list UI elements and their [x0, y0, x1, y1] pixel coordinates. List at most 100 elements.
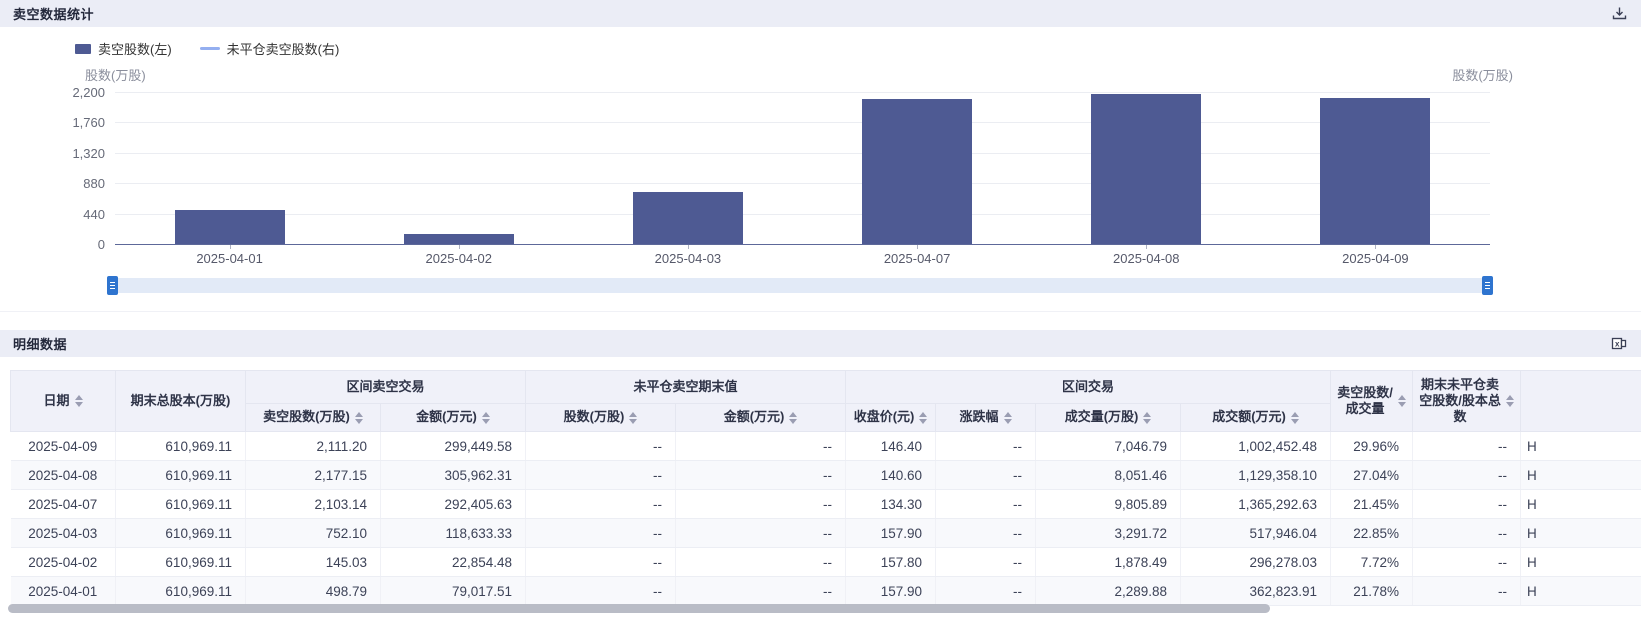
table-cell: --: [675, 431, 847, 461]
table-cell: --: [675, 518, 847, 548]
table-cell: 1,878.49: [1035, 547, 1182, 577]
column-header: 期末总股本(万股): [115, 370, 246, 432]
table-cell: 21.78%: [1330, 576, 1414, 606]
table-panel-header: 明细数据 x: [0, 330, 1641, 357]
y-axis-tick-label: 880: [83, 176, 105, 192]
column-header[interactable]: 卖空股数(万股): [245, 403, 381, 432]
x-axis-tick: [1146, 245, 1148, 249]
left-axis-title: 股数(万股): [85, 68, 146, 83]
table-row[interactable]: 2025-04-07 610,969.11 2,103.14 292,405.63 --…: [10, 489, 1641, 519]
table-cell: 610,969.11: [115, 547, 246, 577]
table-cell: 1,129,358.10: [1180, 460, 1332, 490]
sort-icon[interactable]: [481, 411, 490, 424]
table-cell: 157.90: [845, 576, 937, 606]
column-header[interactable]: 金额(万元): [379, 403, 527, 432]
sort-icon[interactable]: [789, 411, 798, 424]
grip-icon: [1485, 285, 1490, 286]
table-cell: 362,823.91: [1180, 576, 1332, 606]
legend-item-open-short-shares[interactable]: 未平仓卖空股数(右): [199, 39, 340, 58]
table-cell: 2025-04-07: [10, 489, 116, 519]
column-header[interactable]: 卖空股数/成交量: [1330, 370, 1414, 432]
table-cell: 2025-04-03: [10, 518, 116, 548]
bar-2025-04-03[interactable]: [632, 192, 743, 244]
legend-label-open-short-shares: 未平仓卖空股数(右): [226, 42, 340, 57]
legend-label-short-shares: 卖空股数(左): [98, 42, 172, 57]
grip-icon: [110, 285, 115, 286]
bar-series-swatch: [75, 43, 91, 54]
datazoom-slider[interactable]: [107, 276, 1493, 295]
horizontal-scrollbar-thumb[interactable]: [8, 604, 1270, 613]
legend-item-short-shares[interactable]: 卖空股数(左): [75, 39, 172, 58]
table-cell: 118,633.33: [380, 518, 527, 548]
x-axis-label: 2025-04-02: [425, 251, 493, 266]
sort-icon[interactable]: [354, 411, 363, 424]
x-axis-label: 2025-04-08: [1113, 251, 1180, 266]
table-cell: H: [1520, 460, 1641, 490]
column-header: 区间交易: [845, 370, 1332, 404]
column-header[interactable]: 金额(万元): [675, 403, 847, 432]
table-cell: 22,854.48: [380, 547, 527, 577]
column-header[interactable]: 期末未平仓卖空股数/股本总数: [1412, 370, 1522, 432]
column-header[interactable]: 成交额(万元): [1180, 403, 1332, 432]
bar-2025-04-02[interactable]: [403, 233, 514, 244]
table-cell: --: [1412, 576, 1522, 606]
x-axis-label: 2025-04-07: [883, 251, 951, 266]
sort-icon[interactable]: [629, 411, 638, 424]
table-cell: 157.80: [845, 547, 937, 577]
table-cell: 610,969.11: [115, 576, 246, 606]
table-cell: 79,017.51: [380, 576, 527, 606]
svg-text:x: x: [1615, 340, 1620, 349]
table-cell: --: [1412, 431, 1522, 461]
gridline: [115, 122, 1490, 124]
datazoom-right-handle[interactable]: [1482, 276, 1493, 295]
table-cell: 299,449.58: [380, 431, 527, 461]
bar-2025-04-08[interactable]: [1091, 93, 1202, 244]
bar-2025-04-01[interactable]: [174, 209, 285, 244]
chart-legend: 卖空股数(左) 未平仓卖空股数(右): [75, 39, 339, 58]
download-icon[interactable]: [1611, 6, 1627, 22]
sort-icon[interactable]: [919, 411, 928, 424]
x-axis-tick: [687, 245, 689, 249]
table-cell: 610,969.11: [115, 518, 246, 548]
table-row[interactable]: 2025-04-03 610,969.11 752.10 118,633.33 -- --…: [10, 518, 1641, 548]
table-cell: 8,051.46: [1035, 460, 1182, 490]
x-axis-tick: [458, 245, 460, 249]
horizontal-scrollbar[interactable]: [8, 604, 1633, 613]
sort-icon[interactable]: [1398, 395, 1407, 407]
column-header[interactable]: 涨跌幅: [935, 403, 1037, 432]
table-row[interactable]: 2025-04-09 610,969.11 2,111.20 299,449.58 --…: [10, 431, 1641, 461]
column-header[interactable]: 股数(万股): [525, 403, 677, 432]
chart-panel-header: 卖空数据统计: [0, 0, 1641, 27]
sort-icon[interactable]: [1506, 395, 1515, 407]
datazoom-left-handle[interactable]: [107, 276, 118, 295]
table-cell: 157.90: [845, 518, 937, 548]
sort-icon[interactable]: [1003, 411, 1012, 424]
export-excel-icon[interactable]: x: [1611, 336, 1627, 352]
table-cell: --: [935, 547, 1037, 577]
short-selling-stats-panel: 卖空数据统计 卖空股数(左) 未平仓卖空股数(右) 股数(万股) 股数(万股) …: [0, 0, 1641, 312]
table-cell: 2,111.20: [245, 431, 381, 461]
table-cell: 498.79: [245, 576, 381, 606]
sort-icon[interactable]: [1143, 411, 1152, 424]
sort-icon[interactable]: [74, 395, 83, 407]
y-axis-tick-label: 2,200: [72, 85, 105, 100]
table-cell: 752.10: [245, 518, 381, 548]
column-header[interactable]: 收盘价(元): [845, 403, 937, 432]
table-cell: 9,805.89: [1035, 489, 1182, 519]
detail-table: 日期 期末总股本(万股) 区间卖空交易 未平仓卖空期末值 区间交易 卖空股数/成交量 期末未…: [10, 370, 1641, 606]
bar-2025-04-07[interactable]: [862, 98, 973, 244]
y-axis-tick-label: 0: [97, 237, 105, 252]
table-cell: --: [525, 518, 677, 548]
table-row[interactable]: 2025-04-02 610,969.11 145.03 22,854.48 -- -- 1…: [10, 547, 1641, 577]
column-header[interactable]: 日期: [10, 370, 116, 432]
bar-2025-04-09[interactable]: [1320, 98, 1431, 244]
table-cell: 2,289.88: [1035, 576, 1182, 606]
table-row[interactable]: 2025-04-01 610,969.11 498.79 79,017.51 -- -- 1…: [10, 576, 1641, 606]
column-header[interactable]: 成交量(万股): [1035, 403, 1182, 432]
table-cell: 7,046.79: [1035, 431, 1182, 461]
table-cell: H: [1520, 518, 1641, 548]
table-row[interactable]: 2025-04-08 610,969.11 2,177.15 305,962.31 --…: [10, 460, 1641, 490]
table-cell: 3,291.72: [1035, 518, 1182, 548]
gridline: [115, 183, 1490, 185]
sort-icon[interactable]: [1290, 411, 1299, 424]
